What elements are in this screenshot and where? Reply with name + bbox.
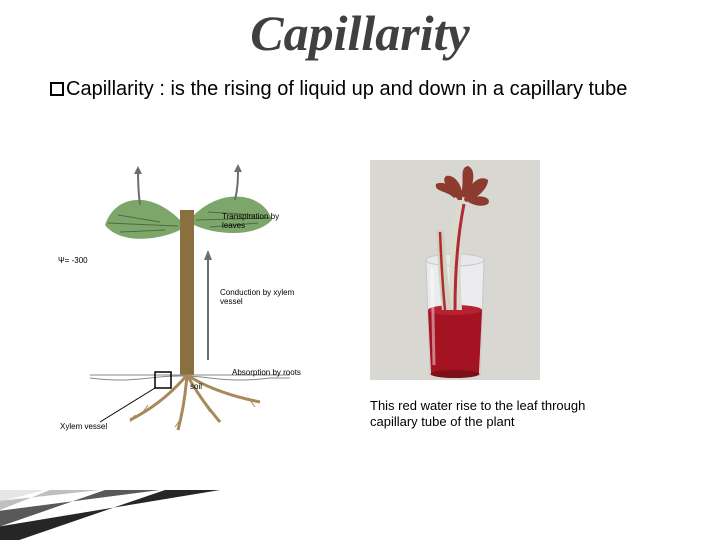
xylem-label: Xylem vessel (60, 422, 110, 431)
definition-paragraph: Capillarity : is the rising of liquid up… (50, 76, 670, 102)
slide: Capillarity Capillarity : is the rising … (0, 0, 720, 540)
absorption-label: Absorption by roots (232, 368, 320, 377)
soil-label: soil (190, 382, 202, 391)
definition-rest: : is the rising of liquid up and down in… (154, 78, 628, 100)
conduction-label: Conduction by xylem vessel (220, 288, 302, 306)
bullet-box-icon (50, 82, 64, 96)
plant-diagram: Ψ= -300 Transpiration by leaves Conducti… (60, 160, 320, 440)
celery-photo (370, 160, 540, 380)
corner-stripes-icon (0, 490, 220, 540)
transpiration-label: Transpiration by leaves (222, 212, 302, 230)
photo-caption: This red water rise to the leaf through … (370, 398, 630, 431)
definition-term: Capillarity (66, 78, 154, 100)
celery-photo-svg (370, 160, 540, 380)
slide-title: Capillarity (0, 4, 720, 62)
psi-label: Ψ= -300 (58, 256, 88, 265)
